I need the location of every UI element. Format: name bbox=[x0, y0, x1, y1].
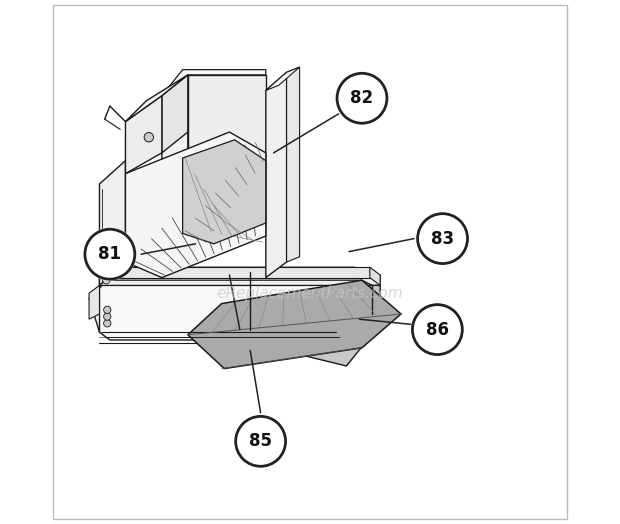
Text: 86: 86 bbox=[426, 321, 449, 339]
Polygon shape bbox=[162, 75, 188, 153]
Polygon shape bbox=[99, 278, 373, 293]
Circle shape bbox=[236, 417, 286, 466]
Circle shape bbox=[102, 277, 110, 284]
Polygon shape bbox=[89, 286, 373, 340]
Polygon shape bbox=[188, 75, 266, 210]
Polygon shape bbox=[99, 267, 380, 286]
Polygon shape bbox=[99, 161, 125, 286]
Circle shape bbox=[418, 214, 467, 264]
Polygon shape bbox=[266, 72, 286, 278]
Polygon shape bbox=[183, 140, 266, 244]
Circle shape bbox=[102, 261, 110, 268]
Polygon shape bbox=[99, 267, 370, 278]
Polygon shape bbox=[125, 132, 266, 278]
Circle shape bbox=[85, 230, 135, 279]
Polygon shape bbox=[125, 75, 188, 122]
Circle shape bbox=[83, 228, 136, 281]
Polygon shape bbox=[188, 280, 401, 368]
Polygon shape bbox=[89, 286, 99, 319]
Text: eReplacementParts.com: eReplacementParts.com bbox=[216, 286, 404, 301]
Polygon shape bbox=[286, 67, 299, 262]
Polygon shape bbox=[162, 75, 188, 233]
Polygon shape bbox=[125, 96, 162, 173]
Circle shape bbox=[335, 72, 389, 125]
Polygon shape bbox=[266, 67, 299, 91]
Text: 83: 83 bbox=[431, 230, 454, 248]
Circle shape bbox=[102, 269, 110, 276]
Circle shape bbox=[104, 320, 111, 327]
Circle shape bbox=[411, 303, 464, 356]
Circle shape bbox=[337, 73, 387, 123]
Circle shape bbox=[412, 304, 463, 355]
Circle shape bbox=[234, 415, 287, 468]
Polygon shape bbox=[240, 286, 380, 366]
Circle shape bbox=[104, 306, 111, 313]
Text: 82: 82 bbox=[350, 89, 373, 107]
Circle shape bbox=[144, 133, 154, 142]
Text: 85: 85 bbox=[249, 432, 272, 450]
Polygon shape bbox=[370, 267, 380, 286]
Circle shape bbox=[104, 313, 111, 320]
Polygon shape bbox=[162, 70, 266, 96]
Text: 81: 81 bbox=[99, 245, 122, 263]
Circle shape bbox=[416, 212, 469, 265]
